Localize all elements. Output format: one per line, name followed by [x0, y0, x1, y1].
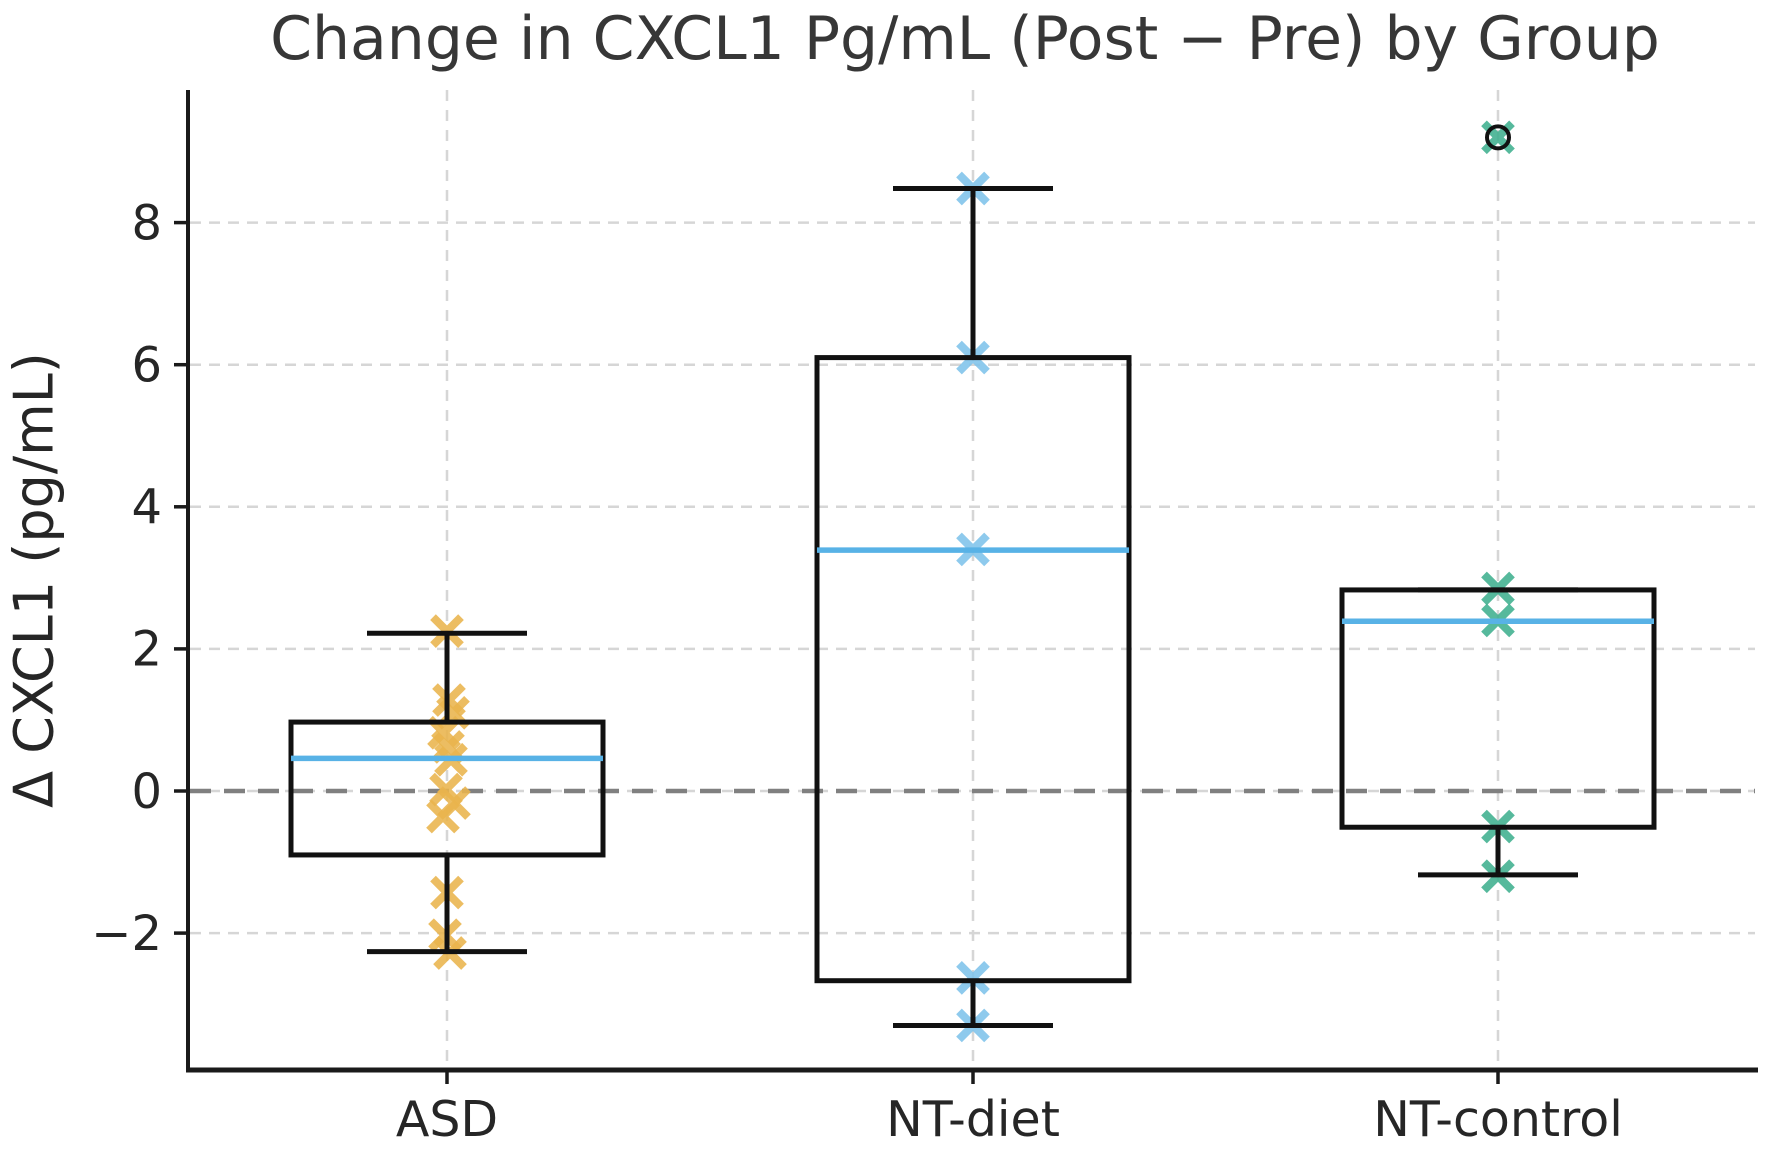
y-tick-label: −2: [91, 906, 162, 962]
data-point-x-marker: [956, 961, 990, 995]
y-tick-label: 8: [131, 195, 162, 251]
x-tick-label: ASD: [396, 1091, 498, 1148]
y-tick-label: 4: [131, 480, 162, 536]
chart-title: Change in CXCL1 Pg/mL (Post − Pre) by Gr…: [270, 4, 1660, 74]
data-point-x-marker: [1481, 120, 1515, 155]
box: [1339, 587, 1657, 830]
outlier-marker: [1485, 124, 1511, 151]
x-tick-label: NT-diet: [886, 1091, 1060, 1148]
x-tick-label: NT-control: [1373, 1091, 1623, 1148]
box: [288, 719, 606, 858]
y-tick-label: 0: [131, 764, 162, 820]
y-tick-label: 2: [131, 622, 162, 678]
data-point-x-marker: [426, 799, 460, 834]
y-tick-label: 6: [131, 338, 162, 394]
box: [814, 355, 1132, 984]
